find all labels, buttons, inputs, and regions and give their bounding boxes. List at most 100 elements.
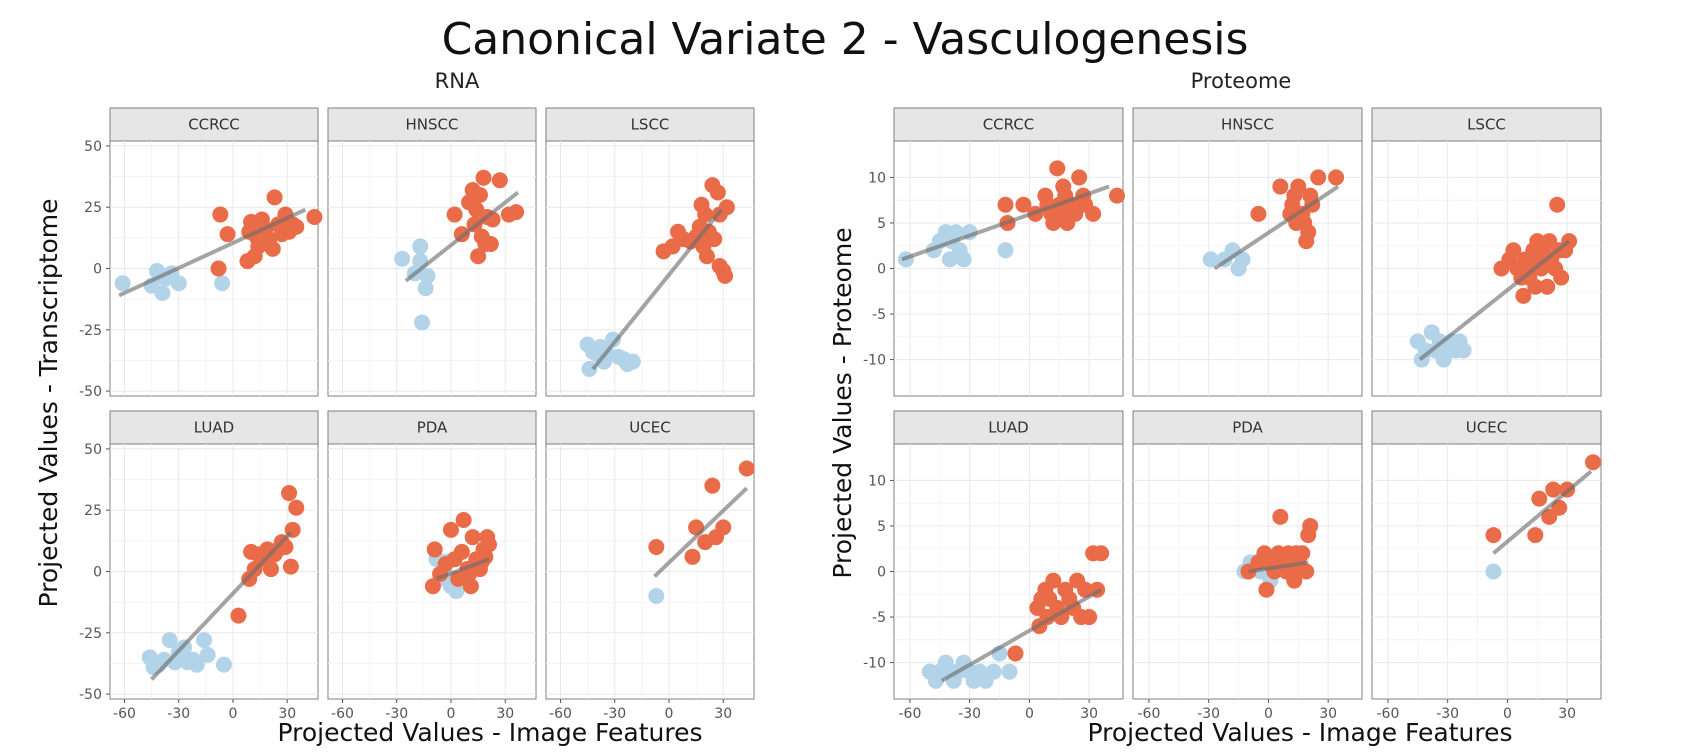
y-tick-label: -10 bbox=[863, 656, 886, 672]
y-tick-label: 0 bbox=[877, 565, 886, 581]
y-tick-label: 25 bbox=[84, 503, 102, 519]
x-tick-label: 30 bbox=[714, 706, 732, 722]
data-point-high bbox=[738, 460, 755, 477]
regression-line bbox=[1213, 184, 1340, 271]
y-tick-label: 25 bbox=[84, 200, 102, 216]
data-point-low bbox=[955, 251, 972, 268]
x-tick-label: 0 bbox=[1025, 706, 1034, 722]
data-point-high bbox=[266, 189, 283, 206]
facet-strip-label: UCEC bbox=[1466, 419, 1507, 437]
data-point-high bbox=[1286, 572, 1303, 589]
x-tick-label: -60 bbox=[331, 706, 354, 722]
data-point-high bbox=[424, 578, 441, 595]
facet-strip-label: LUAD bbox=[988, 419, 1028, 437]
regression-line bbox=[435, 557, 490, 581]
data-point-low bbox=[215, 656, 232, 673]
rna-y-axis-label: Projected Values - Transcriptome bbox=[34, 198, 63, 607]
proteome-facet-lscc: LSCC bbox=[1371, 107, 1602, 397]
data-point-high bbox=[455, 512, 472, 529]
y-tick-label: -10 bbox=[863, 353, 886, 369]
data-point-high bbox=[1109, 187, 1126, 204]
y-tick-label: 5 bbox=[877, 216, 886, 232]
rna-title: RNA bbox=[435, 69, 480, 93]
x-tick-label: -60 bbox=[549, 706, 572, 722]
proteome-chart: Proteome Projected Values - Image Feature… bbox=[828, 69, 1602, 747]
data-point-low bbox=[199, 646, 216, 663]
facet-strip bbox=[545, 107, 755, 142]
data-point-high bbox=[480, 536, 497, 553]
data-point-high bbox=[212, 206, 229, 223]
data-point-high bbox=[698, 248, 715, 265]
data-point-high bbox=[1505, 242, 1522, 259]
data-point-low bbox=[997, 242, 1014, 259]
y-tick-label: -25 bbox=[79, 626, 102, 642]
x-tick-label: -60 bbox=[898, 706, 921, 722]
data-point-high bbox=[717, 267, 734, 284]
data-point-high bbox=[1527, 278, 1544, 295]
facet-strip-label: LUAD bbox=[194, 419, 234, 437]
x-tick-label: -30 bbox=[385, 706, 408, 722]
data-point-high bbox=[1310, 169, 1327, 186]
data-point-high bbox=[482, 235, 499, 252]
y-tick-label: -5 bbox=[872, 307, 886, 323]
data-point-high bbox=[1071, 169, 1088, 186]
data-point-high bbox=[1302, 517, 1319, 534]
data-point-high bbox=[1258, 581, 1275, 598]
data-point-high bbox=[704, 477, 721, 494]
data-point-high bbox=[491, 172, 508, 189]
data-point-low bbox=[624, 353, 641, 370]
data-point-high bbox=[697, 206, 714, 223]
data-point-high bbox=[1298, 563, 1315, 580]
data-point-high bbox=[1300, 224, 1317, 241]
facet-strip-label: PDA bbox=[417, 419, 448, 437]
data-point-high bbox=[1553, 269, 1570, 286]
x-tick-label: -30 bbox=[1197, 706, 1220, 722]
facet-strip bbox=[1132, 410, 1363, 445]
regression-line bbox=[404, 190, 520, 283]
data-point-low bbox=[419, 267, 436, 284]
data-point-high bbox=[1077, 581, 1094, 598]
facet-strip-label: HNSCC bbox=[1221, 116, 1274, 134]
data-point-high bbox=[997, 196, 1014, 213]
rna-facet-lscc: LSCC bbox=[545, 107, 755, 397]
x-tick-label: -60 bbox=[1137, 706, 1160, 722]
y-tick-label: 0 bbox=[93, 565, 102, 581]
x-tick-label: 0 bbox=[229, 706, 238, 722]
x-tick-label: 0 bbox=[1503, 706, 1512, 722]
proteome-facet-ccrcc: CCRCC 10 5 0 -5 -10 bbox=[863, 107, 1126, 397]
y-tick-label: -50 bbox=[79, 687, 102, 703]
y-tick-label: 50 bbox=[84, 442, 102, 458]
proteome-y-axis-label: Projected Values - Proteome bbox=[828, 227, 857, 578]
proteome-x-axis-label: Projected Values - Image Features bbox=[1087, 718, 1512, 747]
data-point-high bbox=[442, 521, 459, 538]
data-point-high bbox=[453, 543, 470, 560]
data-point-low bbox=[394, 250, 411, 267]
facet-strip-label: LSCC bbox=[631, 116, 670, 134]
regression-line bbox=[940, 587, 1103, 683]
facet-strip-label: HNSCC bbox=[406, 116, 459, 134]
facet-strip-label: CCRCC bbox=[188, 116, 240, 134]
data-point-high bbox=[1515, 287, 1532, 304]
x-tick-label: -30 bbox=[167, 706, 190, 722]
facet-strip bbox=[109, 410, 319, 445]
data-point-high bbox=[282, 558, 299, 575]
data-point-low bbox=[1485, 563, 1502, 580]
data-point-high bbox=[475, 169, 492, 186]
data-point-high bbox=[1328, 169, 1345, 186]
data-point-high bbox=[306, 209, 323, 226]
data-point-high bbox=[264, 240, 281, 257]
regression-line bbox=[1418, 239, 1571, 362]
y-tick-label: 0 bbox=[877, 262, 886, 278]
facet-strip bbox=[893, 410, 1124, 445]
data-point-high bbox=[470, 248, 487, 265]
facet-strip-label: UCEC bbox=[629, 419, 670, 437]
data-point-high bbox=[1290, 178, 1307, 195]
data-point-high bbox=[709, 184, 726, 201]
data-point-high bbox=[288, 218, 305, 235]
regression-line bbox=[901, 184, 1110, 262]
data-point-high bbox=[1272, 178, 1289, 195]
data-point-high bbox=[715, 519, 732, 536]
rna-facet-ccrcc: CCRCC 50 25 0 -25 -50 bbox=[79, 107, 323, 400]
x-tick-label: 30 bbox=[1558, 706, 1576, 722]
